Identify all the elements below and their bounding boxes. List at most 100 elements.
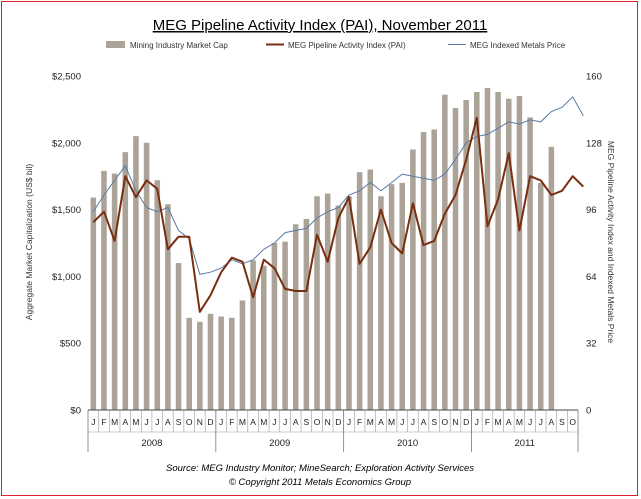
market-cap-bar: [143, 142, 150, 411]
year-label: 2010: [397, 438, 418, 449]
right-tick-label: 32: [586, 339, 597, 350]
left-tick-label: $2,500: [52, 72, 81, 83]
month-tick-label: J: [475, 417, 479, 427]
month-tick-label: S: [559, 417, 565, 427]
market-cap-bar: [271, 243, 278, 410]
month-tick-label: O: [314, 417, 321, 427]
year-label: 2011: [515, 438, 535, 449]
month-tick-label: A: [378, 417, 384, 427]
market-cap-bar: [388, 184, 395, 410]
month-tick-label: M: [388, 417, 395, 427]
market-cap-bar: [378, 196, 384, 410]
source-note: Source: MEG Industry Monitor; MineSearch…: [166, 463, 474, 474]
market-cap-bar: [410, 149, 416, 411]
month-tick-label: J: [155, 417, 159, 427]
market-cap-bar: [452, 108, 459, 411]
copyright-note: © Copyright 2011 Metals Economics Group: [229, 477, 411, 488]
month-tick-label: A: [165, 417, 171, 427]
left-tick-label: $500: [60, 339, 81, 350]
market-cap-bar: [356, 172, 363, 410]
legend-label-market-cap: Mining Industry Market Cap: [130, 41, 228, 50]
market-cap-bar: [218, 316, 224, 410]
market-cap-bar: [399, 182, 406, 410]
market-cap-bar: [335, 205, 342, 410]
market-cap-bar: [314, 196, 320, 410]
market-cap-bar: [324, 193, 331, 410]
right-axis: 0 32 64 96 128 160: [586, 72, 602, 417]
market-cap-bar: [495, 92, 501, 411]
month-tick-label: M: [495, 417, 502, 427]
legend-label-pai: MEG Pipeline Activity Index (PAI): [288, 41, 406, 50]
month-tick-label: S: [304, 417, 310, 427]
market-cap-bar: [484, 88, 491, 411]
month-tick-label: F: [485, 417, 490, 427]
market-cap-bar: [239, 300, 246, 410]
year-label: 2009: [269, 438, 290, 449]
market-cap-bar: [537, 182, 544, 410]
legend: Mining Industry Market Cap MEG Pipeline …: [106, 41, 566, 50]
right-tick-label: 64: [586, 272, 597, 283]
month-tick-label: F: [229, 417, 234, 427]
market-cap-bar: [133, 136, 139, 410]
month-tick-label: S: [176, 417, 182, 427]
market-cap-bar: [474, 92, 480, 411]
month-tick-label: S: [431, 417, 437, 427]
market-cap-bar: [154, 180, 161, 410]
chart-title: MEG Pipeline Activity Index (PAI), Novem…: [153, 17, 488, 34]
market-cap-bars: [90, 88, 555, 411]
month-tick-label: N: [325, 417, 331, 427]
market-cap-bar: [250, 260, 256, 410]
market-cap-bar: [346, 196, 352, 410]
month-tick-label: A: [250, 417, 256, 427]
month-tick-label: J: [272, 417, 276, 427]
left-tick-label: $0: [70, 406, 81, 417]
month-tick-label: O: [186, 417, 193, 427]
month-tick-label: J: [144, 417, 148, 427]
right-tick-label: 160: [586, 72, 602, 83]
month-tick-label: J: [91, 417, 95, 427]
left-tick-label: $1,000: [52, 272, 81, 283]
right-tick-label: 0: [586, 406, 591, 417]
right-tick-label: 128: [586, 138, 602, 149]
market-cap-bar: [101, 170, 107, 410]
market-cap-bar: [197, 321, 203, 410]
market-cap-bar: [431, 129, 437, 410]
market-cap-bar: [122, 152, 129, 411]
month-tick-label: M: [367, 417, 374, 427]
month-tick-label: M: [111, 417, 118, 427]
market-cap-bar: [303, 218, 310, 410]
market-cap-bar: [442, 94, 448, 410]
pai-line: [92, 116, 585, 313]
month-tick-label: D: [463, 417, 469, 427]
legend-label-metals: MEG Indexed Metals Price: [470, 41, 566, 50]
month-tick-label: A: [549, 417, 555, 427]
month-tick-label: A: [506, 417, 512, 427]
market-cap-bar: [207, 313, 214, 410]
month-tick-label: J: [347, 417, 351, 427]
market-cap-bar: [260, 265, 267, 410]
market-cap-bar: [527, 117, 533, 410]
year-label: 2008: [141, 438, 162, 449]
month-tick-label: J: [219, 417, 223, 427]
month-tick-label: M: [132, 417, 139, 427]
market-cap-bar: [282, 241, 288, 410]
market-cap-bar: [90, 197, 97, 410]
month-tick-label: O: [569, 417, 576, 427]
month-tick-label: N: [197, 417, 203, 427]
market-cap-bar: [463, 100, 469, 410]
month-tick-label: J: [283, 417, 287, 427]
market-cap-bar: [229, 317, 235, 410]
month-tick-label: M: [239, 417, 246, 427]
series-lines: [92, 96, 585, 313]
month-tick-label: D: [335, 417, 341, 427]
left-axis: $0 $500 $1,000 $1,500 $2,000 $2,500: [52, 72, 81, 417]
market-cap-bar: [420, 132, 427, 410]
market-cap-bar: [505, 98, 512, 410]
right-tick-label: 96: [586, 205, 597, 216]
left-axis-title: Aggregate Market Capitalization (US$ bil…: [24, 164, 34, 321]
metals-price-line: [92, 96, 584, 275]
month-tick-label: M: [260, 417, 267, 427]
left-tick-label: $1,500: [52, 205, 81, 216]
